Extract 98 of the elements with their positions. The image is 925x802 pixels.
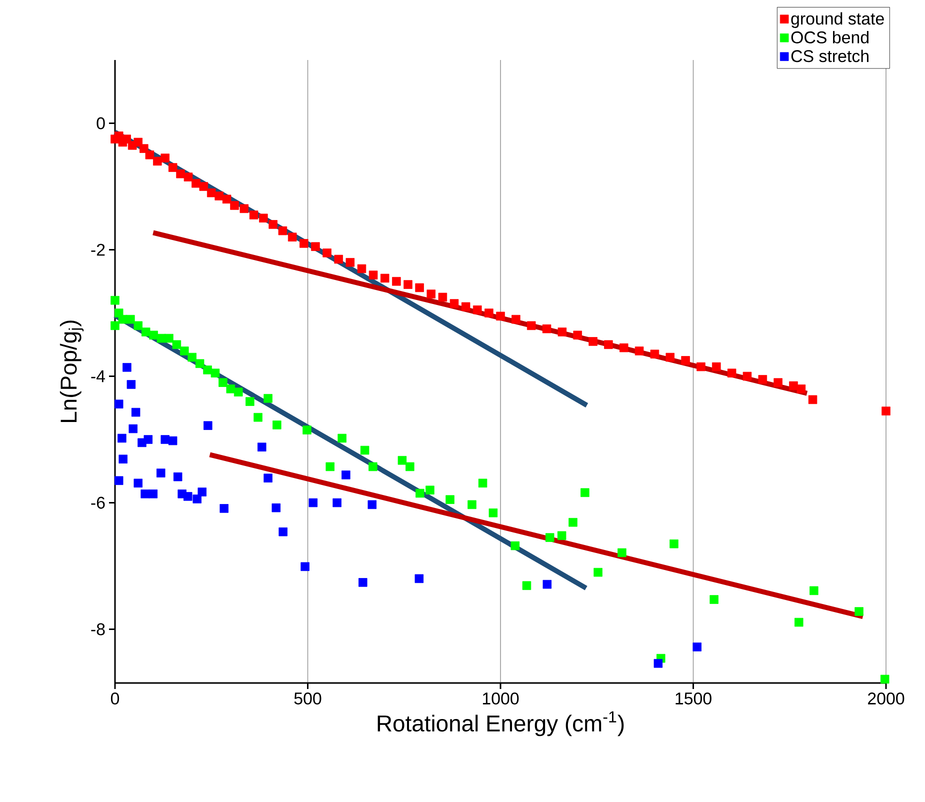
point: [264, 474, 272, 482]
point: [880, 674, 890, 684]
point: [156, 334, 166, 343]
point: [568, 518, 578, 527]
point: [542, 580, 552, 589]
point: [160, 435, 170, 444]
point: [368, 500, 377, 510]
point: [272, 503, 281, 512]
point: [254, 412, 262, 422]
point: [110, 296, 120, 305]
point: [118, 314, 128, 324]
point: [204, 421, 212, 430]
point: [594, 568, 602, 577]
point: [188, 352, 196, 362]
point: [557, 531, 566, 540]
point: [426, 486, 434, 494]
point: [156, 468, 166, 478]
point: [114, 476, 124, 485]
y-axis-title: Ln(Pop/g$_{j}$): [60, 320, 84, 422]
point: [126, 314, 135, 324]
point: [257, 442, 266, 452]
point: [134, 478, 143, 488]
point: [670, 539, 678, 548]
point: [144, 435, 153, 444]
point: [710, 595, 718, 604]
point: [360, 446, 370, 455]
point: [218, 378, 228, 387]
point: [654, 659, 663, 668]
point: [131, 408, 140, 417]
point: [468, 500, 476, 510]
point: [308, 498, 318, 508]
point: [338, 434, 346, 443]
point: [326, 462, 334, 472]
point: [203, 366, 212, 374]
point: [300, 562, 310, 572]
point: [140, 490, 150, 498]
point: [183, 492, 192, 501]
x-tick-label: 0: [110, 692, 120, 704]
x-axis-title: Rotational Energy (cm$^{-1}$): [378, 711, 624, 736]
point: [264, 394, 272, 403]
point: [398, 456, 407, 465]
point: [302, 426, 312, 434]
x-tick-label: 2000: [868, 692, 904, 704]
point: [149, 330, 158, 340]
point: [134, 321, 143, 330]
point: [278, 527, 288, 536]
point: [446, 495, 454, 504]
point: [794, 618, 804, 627]
point: [198, 488, 207, 496]
legend-label: ground state: [791, 12, 884, 28]
point: [110, 321, 120, 330]
point: [692, 642, 702, 652]
x-tick-label: 1500: [676, 692, 712, 704]
point: [416, 488, 424, 498]
point: [122, 363, 132, 372]
point: [172, 340, 182, 349]
point: [148, 490, 158, 498]
point: [332, 498, 342, 508]
point: [414, 574, 424, 584]
point: [210, 368, 220, 378]
point: [358, 578, 368, 587]
x-tick-label: 1000: [482, 692, 519, 704]
point: [618, 548, 626, 558]
point: [118, 434, 126, 443]
point: [522, 581, 532, 590]
point: [272, 420, 282, 430]
point: [173, 472, 182, 482]
y-tick-label: -8: [91, 623, 105, 636]
point: [168, 436, 178, 446]
point: [545, 533, 554, 542]
point: [128, 424, 138, 434]
y-tick-label: -2: [91, 244, 105, 256]
point: [234, 388, 243, 396]
point: [118, 454, 128, 464]
point: [141, 328, 150, 336]
point: [580, 488, 590, 498]
point: [195, 359, 204, 368]
point: [478, 478, 488, 488]
point: [810, 586, 818, 596]
x-tick-label: 500: [294, 692, 322, 704]
point: [406, 462, 414, 472]
point: [164, 334, 174, 343]
point: [488, 508, 498, 518]
point: [342, 470, 350, 480]
point: [368, 462, 378, 472]
y-tick-label: -6: [91, 496, 105, 509]
point: [114, 400, 124, 408]
point: [220, 504, 228, 513]
point: [126, 380, 136, 389]
point: [180, 346, 189, 356]
point: [226, 384, 236, 394]
point: [246, 397, 254, 406]
legend-label: OCS bend: [791, 30, 868, 44]
legend-label: CS stretch: [791, 50, 868, 62]
point: [854, 607, 864, 616]
point: [510, 541, 520, 550]
y-tick-label: -4: [91, 370, 106, 382]
y-tick-label: 0: [96, 117, 105, 130]
